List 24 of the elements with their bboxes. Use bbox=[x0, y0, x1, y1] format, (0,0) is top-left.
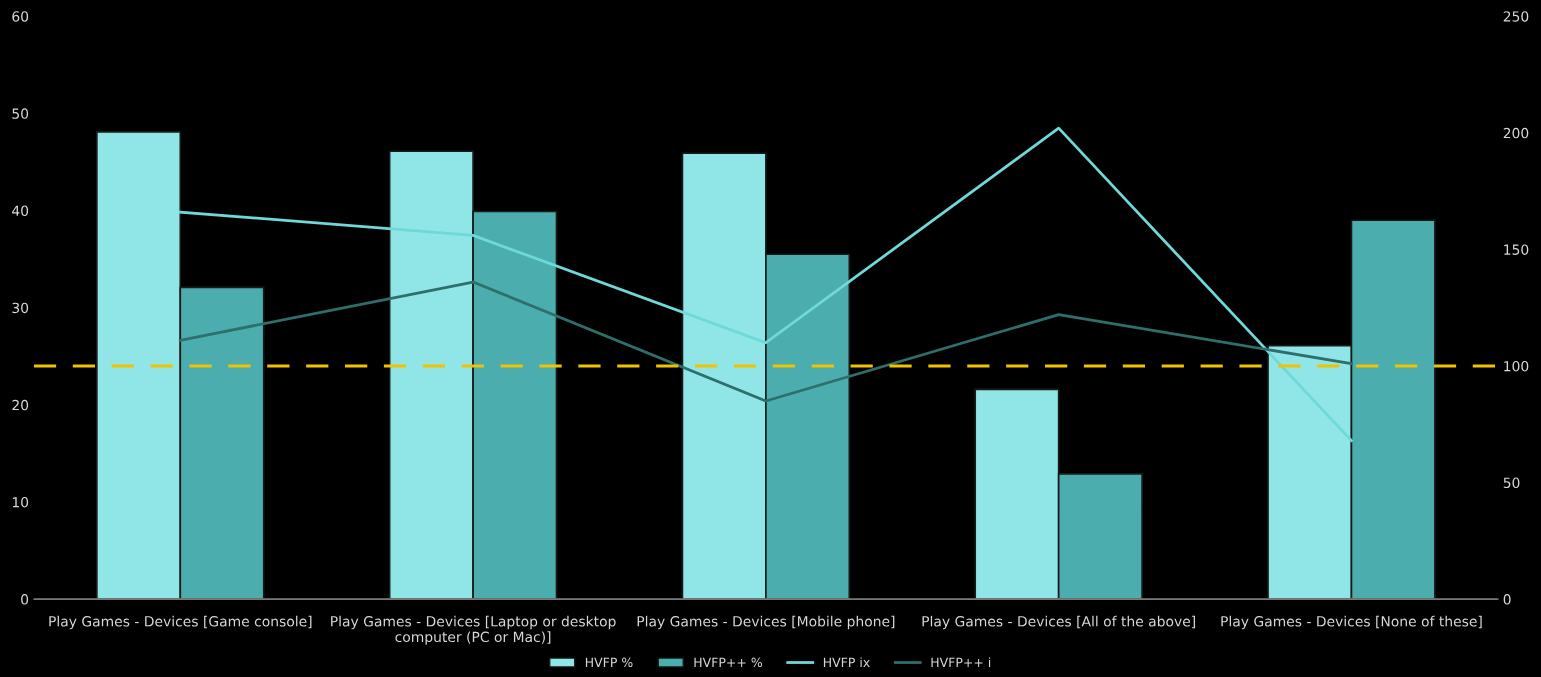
legend-label: HVFP ix bbox=[823, 657, 870, 667]
y-tick-label: 30 bbox=[12, 302, 29, 314]
x-tick-label: Play Games - Devices [None of these] bbox=[1221, 615, 1482, 630]
y-tick-label: 20 bbox=[12, 399, 29, 411]
y2-tick-label: 100 bbox=[1504, 360, 1529, 372]
y2-tick-label: 50 bbox=[1503, 477, 1520, 489]
x-tick-label: Play Games - Devices [Mobile phone] bbox=[637, 615, 895, 630]
legend-label: HVFP % bbox=[585, 657, 633, 668]
y-tick-label: 40 bbox=[12, 205, 29, 217]
line-series bbox=[178, 280, 1353, 403]
y-tick-label: 0 bbox=[21, 594, 29, 605]
y-tick-label: 60 bbox=[12, 11, 29, 22]
y-tick-label: 10 bbox=[12, 496, 29, 508]
y2-tick-label: 200 bbox=[1503, 127, 1529, 139]
line-series bbox=[178, 126, 1353, 442]
y2-tick-label: 250 bbox=[1503, 11, 1529, 22]
y2-tick-label: 0 bbox=[1503, 594, 1511, 605]
x-tick-label: Play Games - Devices [All of the above] bbox=[922, 615, 1195, 630]
y-tick-label: 50 bbox=[12, 108, 29, 119]
x-tick-label: Play Games - Devices [Game console] bbox=[49, 615, 312, 630]
x-tick-label: Play Games - Devices [Laptop or desktop computer (PC or Mac)] bbox=[331, 615, 616, 645]
y2-tick-label: 150 bbox=[1504, 244, 1529, 255]
legend-label: HVFP++ i bbox=[931, 657, 991, 667]
legend-label: HVFP++ % bbox=[694, 657, 763, 668]
